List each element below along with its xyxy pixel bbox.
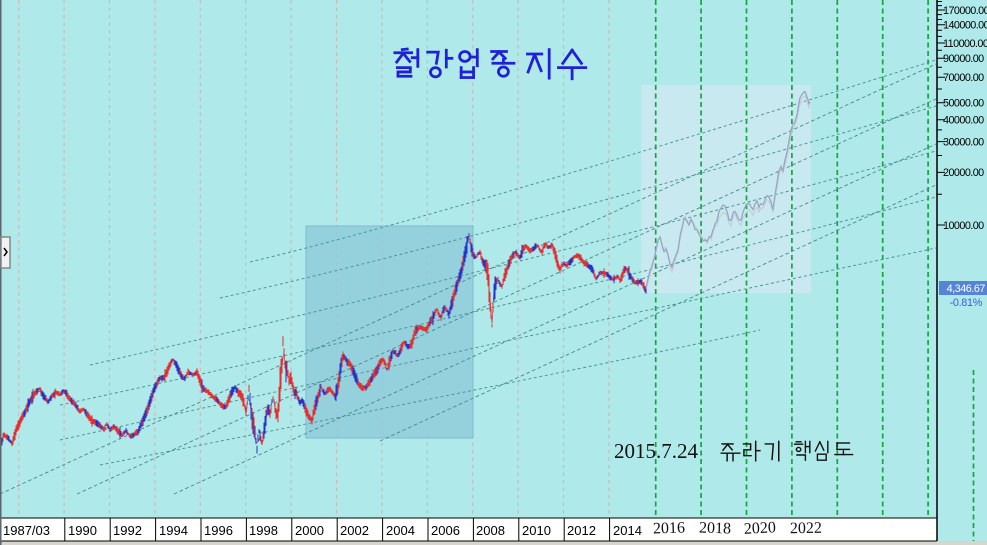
svg-text:2015.7.24: 2015.7.24	[614, 439, 699, 463]
svg-text:2018: 2018	[699, 519, 732, 537]
svg-text:1996: 1996	[204, 523, 233, 538]
svg-text:1994: 1994	[159, 523, 188, 538]
svg-text:1992: 1992	[113, 523, 142, 538]
svg-text:1998: 1998	[249, 523, 278, 538]
svg-text:1987/03: 1987/03	[3, 523, 50, 538]
svg-text:4,346.67: 4,346.67	[947, 283, 986, 295]
svg-text:10000.00: 10000.00	[943, 220, 984, 232]
svg-text:20000.00: 20000.00	[943, 167, 984, 179]
svg-text:2006: 2006	[431, 523, 460, 538]
svg-text:2002: 2002	[340, 523, 369, 538]
svg-text:-0.81%: -0.81%	[950, 297, 983, 309]
svg-text:2004: 2004	[386, 523, 415, 538]
svg-text:140000.00: 140000.00	[943, 20, 987, 32]
svg-text:90000.00: 90000.00	[943, 53, 984, 65]
svg-text:2020: 2020	[743, 519, 776, 538]
svg-text:40000.00: 40000.00	[943, 115, 984, 127]
svg-text:70000.00: 70000.00	[943, 72, 984, 84]
svg-text:2022: 2022	[790, 520, 822, 538]
svg-text:30000.00: 30000.00	[943, 136, 984, 148]
svg-text:170000.00: 170000.00	[943, 5, 987, 17]
svg-text:2000: 2000	[295, 523, 324, 538]
svg-text:2012: 2012	[567, 523, 596, 538]
svg-text:2014: 2014	[613, 523, 642, 538]
svg-text:50000.00: 50000.00	[943, 98, 984, 110]
svg-text:110000.00: 110000.00	[943, 38, 987, 50]
svg-text:2016: 2016	[653, 519, 686, 537]
svg-text:1990: 1990	[68, 523, 97, 538]
svg-text:2008: 2008	[476, 523, 505, 538]
svg-text:2010: 2010	[522, 523, 551, 538]
